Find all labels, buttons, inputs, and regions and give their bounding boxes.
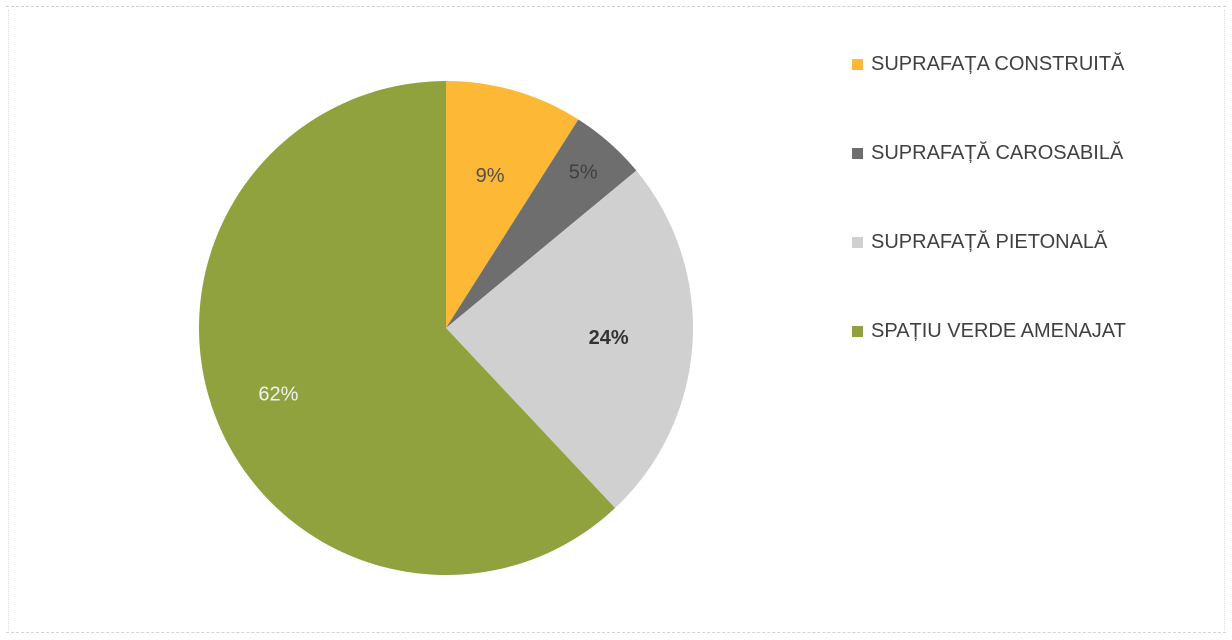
legend-swatch xyxy=(852,58,863,70)
legend-swatch xyxy=(852,236,863,248)
slice-data-label: 9% xyxy=(476,165,505,187)
legend-label: SUPRAFAȚĂ CAROSABILĂ xyxy=(871,141,1124,164)
scan-edge-bottom xyxy=(6,632,1226,634)
legend: SUPRAFAȚA CONSTRUITĂ SUPRAFAȚĂ CAROSABIL… xyxy=(852,50,1126,406)
pie-slice xyxy=(446,119,637,328)
pie-slice xyxy=(446,81,579,328)
legend-item-spatiu-verde-amenajat: SPAȚIU VERDE AMENAJAT xyxy=(852,317,1126,345)
slice-data-label: 62% xyxy=(258,383,298,405)
legend-item-suprafata-carosabila: SUPRAFAȚĂ CAROSABILĂ xyxy=(852,139,1126,167)
scan-edge-right xyxy=(1224,10,1226,630)
pie-slice xyxy=(446,170,694,509)
legend-swatch xyxy=(852,325,863,337)
legend-label: SPAȚIU VERDE AMENAJAT xyxy=(871,319,1126,342)
scan-edge-left xyxy=(8,10,10,630)
legend-label: SUPRAFAȚA CONSTRUITĂ xyxy=(871,52,1125,75)
slice-data-label: 5% xyxy=(569,161,598,183)
legend-label: SUPRAFAȚĂ PIETONALĂ xyxy=(871,230,1108,253)
slice-data-label: 24% xyxy=(589,327,629,349)
pie-slice xyxy=(199,81,616,575)
scan-edge-top xyxy=(6,6,1226,8)
legend-swatch xyxy=(852,147,863,159)
legend-item-suprafata-construita: SUPRAFAȚA CONSTRUITĂ xyxy=(852,50,1126,78)
legend-item-suprafata-pietonala: SUPRAFAȚĂ PIETONALĂ xyxy=(852,228,1126,256)
